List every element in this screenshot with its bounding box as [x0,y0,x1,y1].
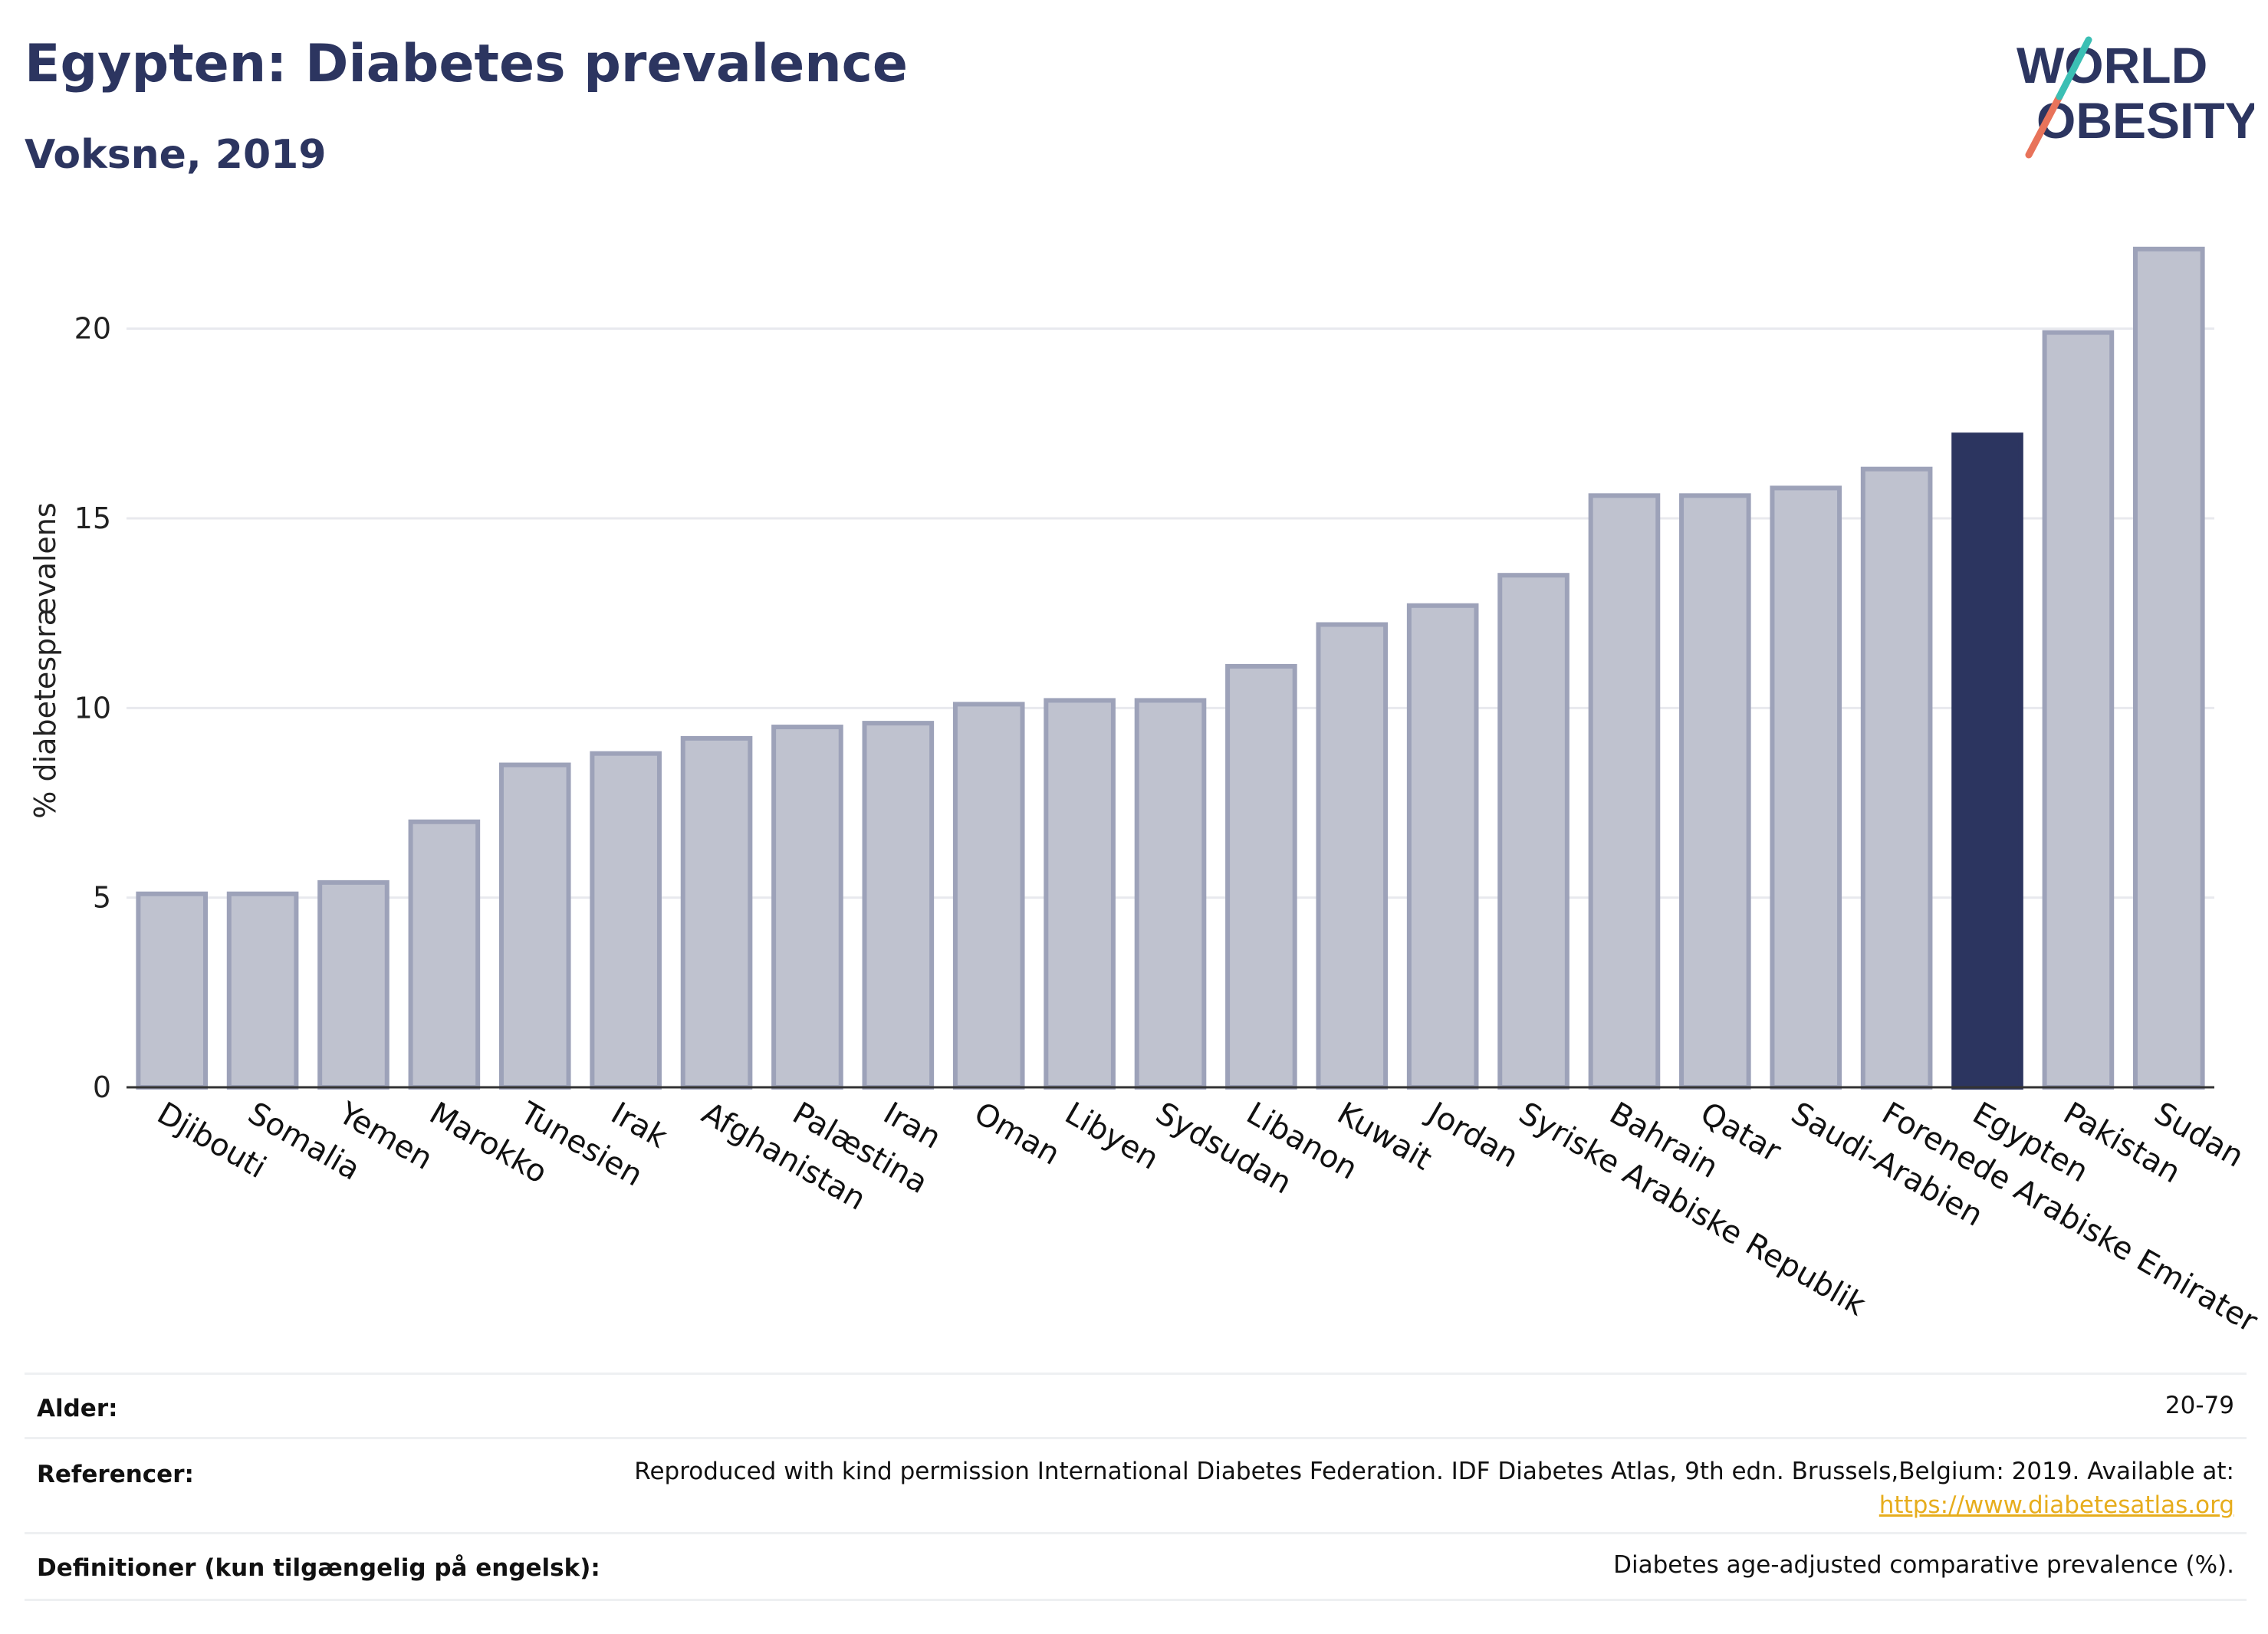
info-row-definitions: Definitioner (kun tilgængelig på engelsk… [25,1532,2247,1601]
bar-libyen [1044,698,1116,1090]
bar-saudi-arabien [1770,485,1842,1090]
bar-iran [862,721,935,1090]
references-value: Reproduced with kind permission Internat… [634,1455,2234,1522]
bar-yemen [317,879,390,1090]
y-axis-ticks: 0 5 10 15 20 [74,312,111,1104]
bar-pakistan [2042,330,2115,1090]
bar-afghanistan [680,735,753,1090]
page-title: Egypten: Diabetes prevalence [25,34,909,94]
bar-djibouti [136,891,209,1090]
bar-libanon [1225,663,1297,1090]
y-tick-label: 20 [74,312,111,346]
bar-chart: 0 5 10 15 20 DjiboutiSomaliaYemenMarokkoTune… [28,246,2263,1340]
bar-tunesien [498,762,571,1090]
logo-line2: OBESITY [2036,92,2254,149]
bars [136,246,2205,1090]
bar-kuwait [1316,622,1389,1090]
world-obesity-logo: WORLD OBESITY [2017,36,2254,159]
bar-jordan [1406,603,1479,1090]
definitions-value: Diabetes age-adjusted comparative preval… [1613,1551,2234,1579]
y-tick-label: 10 [74,691,111,725]
bar-sudan [2132,246,2205,1090]
x-tick-label: Libyen [1059,1096,1165,1177]
bar-bahrain [1588,493,1661,1090]
bar-somalia [226,891,299,1090]
bar-forenede-arabiske-emirater [1860,466,1933,1090]
y-axis-label: % diabetesprævalens [28,502,62,818]
references-text: Reproduced with kind permission Internat… [634,1458,2234,1485]
bar-sydsudan [1134,698,1207,1090]
x-tick-label: Jordan [1420,1094,1524,1175]
x-tick-label: Oman [968,1096,1066,1172]
bar-syriske-arabiske-republik [1497,573,1570,1090]
logo-line1: WORLD [2017,37,2207,94]
definitions-label: Definitioner (kun tilgængelig på engelsk… [37,1554,600,1582]
references-label: Referencer: [37,1461,194,1488]
bar-qatar [1679,493,1751,1090]
bar-irak [590,751,662,1090]
info-table: Alder: 20-79 Referencer: Reproduced with… [25,1373,2247,1603]
page-subtitle: Voksne, 2019 [25,132,327,178]
references-link[interactable]: https://www.diabetesatlas.org [1878,1491,2234,1519]
y-tick-label: 0 [93,1070,111,1104]
y-tick-label: 15 [74,501,111,535]
bar-marokko [408,819,481,1090]
info-row-references: Referencer: Reproduced with kind permiss… [25,1437,2247,1534]
age-label: Alder: [37,1395,118,1422]
bar-egypten [1951,432,2023,1090]
bar-pal-stina [771,725,843,1090]
info-row-age: Alder: 20-79 [25,1373,2247,1439]
age-value: 20-79 [2164,1392,2234,1419]
y-tick-label: 5 [93,881,111,915]
bar-oman [952,702,1025,1090]
